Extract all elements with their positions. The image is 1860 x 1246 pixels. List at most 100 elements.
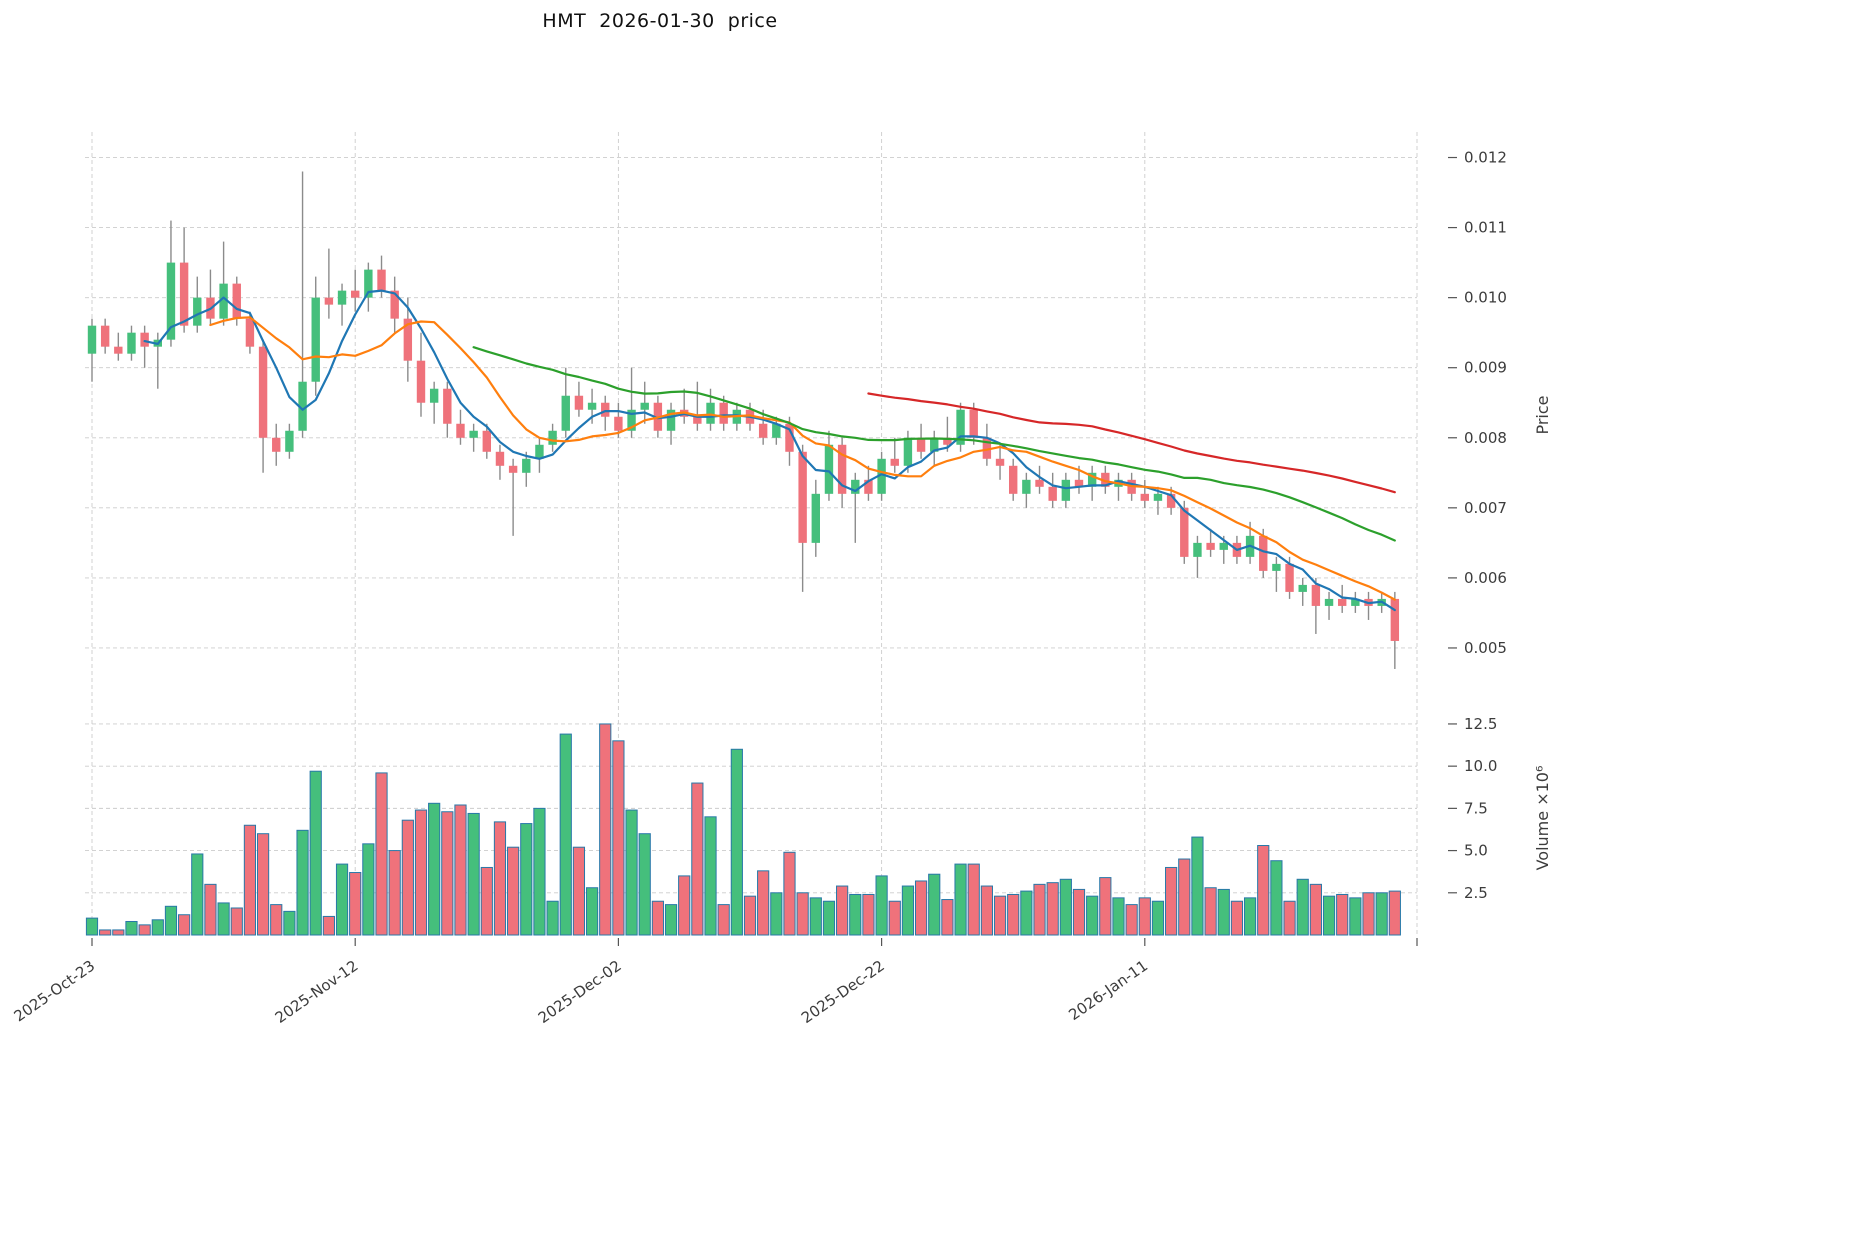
candle-body [1061,479,1071,501]
candle [1048,472,1057,508]
candle-body [587,402,597,410]
candle-body [495,451,505,466]
candle [1061,472,1071,508]
volume-bar [388,850,401,936]
price-tick-label: 0.009 [1464,359,1507,377]
volume-bar [270,904,283,936]
volume-bar [1375,892,1388,936]
volume-bar [954,863,967,936]
candle-body [377,269,386,291]
candle-body [219,283,228,319]
candle-body [601,402,610,417]
candle-body [851,479,860,494]
candle [548,423,557,452]
candle-body [1087,472,1097,487]
volume-bar [441,811,454,936]
volume-tick-label: 2.5 [1464,884,1488,902]
x-tick-label: 2026-Jan-11 [1065,957,1151,1025]
candle [179,227,189,333]
candle-body [1219,542,1228,550]
candle-body [930,437,939,452]
candle [877,451,886,501]
volume-bar [507,846,520,936]
ma-line-60 [867,392,1396,494]
candle [890,437,899,473]
volume-bar [335,863,349,936]
volume-bar [1086,895,1099,936]
volume-bar [862,893,875,936]
volume-bar [191,853,204,936]
candle-body [1009,465,1018,494]
candle-body [890,458,899,466]
candle [1351,591,1360,613]
candle [298,171,307,438]
volume-bar [809,897,822,936]
volume-bar [1191,836,1204,936]
volume-bar [1178,858,1191,936]
price-axis-title: Price [1533,395,1552,434]
candle [1140,479,1149,508]
candle-body [943,437,952,445]
volume-bar [85,917,99,936]
gridlines [85,132,1418,935]
x-tick-label: 2025-Dec-02 [535,957,625,1027]
candle-body [508,465,518,473]
volume-bar [1138,897,1151,936]
candle-body [548,430,557,445]
volume-bar [796,892,809,936]
volume-bar [941,899,954,936]
volume-bar [572,846,586,936]
volume-bar [178,914,191,936]
candle [719,395,728,431]
candle-body [1180,507,1189,557]
chart-title: HMT 2026-01-30 price [542,10,778,32]
candle-body [1272,563,1281,571]
volume-bar [888,900,901,936]
candle [1390,591,1400,669]
candle-body [1074,479,1084,487]
volume-bar [454,804,467,936]
candle-body [969,409,978,438]
candle-body [443,388,452,424]
candle [995,444,1005,480]
volume-bar [1033,883,1046,936]
volume-bar [349,872,362,936]
volume-axis-title: Volume ×10⁶ [1533,766,1552,871]
volume-bar [1165,866,1178,936]
candle-body [1166,493,1176,508]
price-tick-label: 0.012 [1464,149,1507,167]
volume-bar [296,829,309,936]
candle-body [864,479,873,494]
candle-body [285,430,294,452]
volume-bar [1217,888,1230,936]
volume-bar [467,812,480,936]
candle [390,276,399,333]
candle [285,423,294,459]
candle-body [574,395,584,410]
volume-bar [217,902,230,936]
candle-body [1153,493,1163,501]
candle-body [140,332,149,347]
candle [258,339,268,473]
ma-line-10 [209,316,1396,601]
candle-body [693,416,702,424]
volume-bar [1283,900,1296,936]
candle-body [311,297,320,382]
candle [1338,584,1347,613]
candle-body [1101,472,1110,487]
volume-bar [520,823,533,936]
candle [1311,577,1321,634]
candle-body [87,325,97,354]
volume-bar [1125,904,1138,936]
candle [693,381,702,431]
candle [429,381,439,424]
candle-body [469,430,478,438]
candle [127,325,136,361]
candle-body [114,346,123,354]
candle-body [1351,598,1360,606]
candle-body [416,360,426,403]
candle [114,332,123,361]
volume-bar [638,833,651,936]
candles-layer [87,171,1400,669]
